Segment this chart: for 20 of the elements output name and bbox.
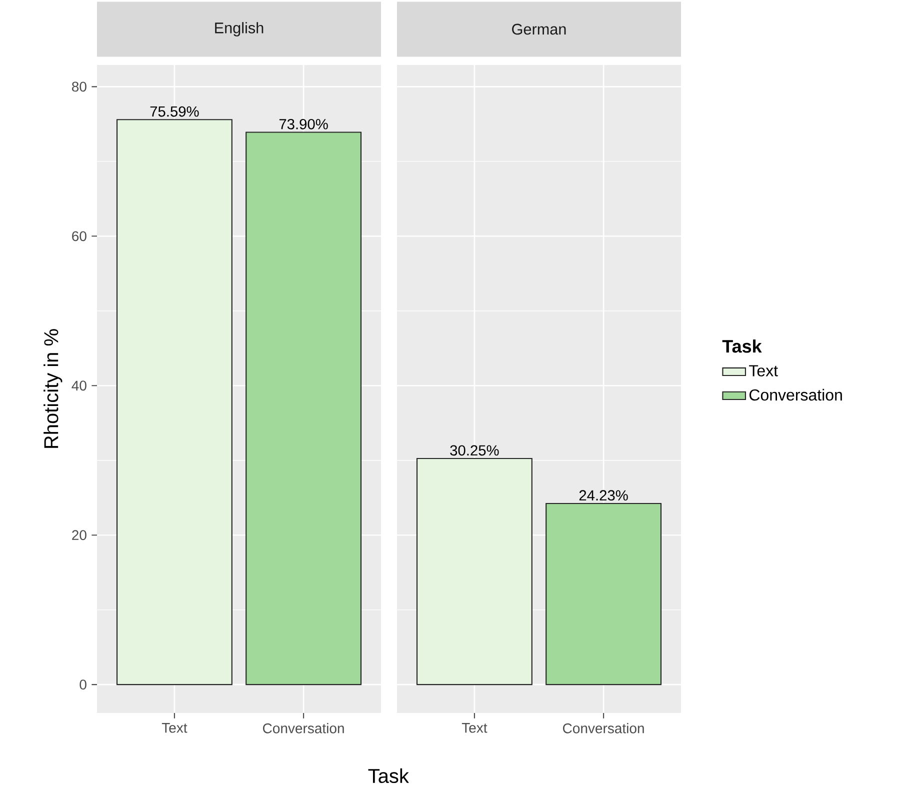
data-label: 30.25% xyxy=(450,445,499,456)
y-tick-label: 60 xyxy=(72,231,86,242)
chart-title: German xyxy=(512,24,566,35)
x-axis-title: Task xyxy=(368,768,409,784)
y-tick-label: 20 xyxy=(72,530,86,540)
chart-title: English xyxy=(215,22,264,36)
x-tick-label: Text xyxy=(462,723,488,733)
x-tick-label: Conversation xyxy=(563,723,644,734)
legend-title: Task xyxy=(722,340,762,353)
x-tick-label: Text xyxy=(162,723,188,733)
data-label: 73.90% xyxy=(279,118,328,130)
y-tick-label: 40 xyxy=(72,380,86,391)
legend-label: Text xyxy=(749,365,778,376)
y-axis-title: Rhoticity in % xyxy=(44,329,62,448)
y-tick-label: 0 xyxy=(80,680,86,690)
data-label: 24.23% xyxy=(579,490,628,501)
data-label: 75.59% xyxy=(150,106,199,117)
y-tick-label: 80 xyxy=(72,82,86,92)
x-tick-label: Conversation xyxy=(263,723,344,734)
legend-label: Conversation xyxy=(750,388,842,401)
